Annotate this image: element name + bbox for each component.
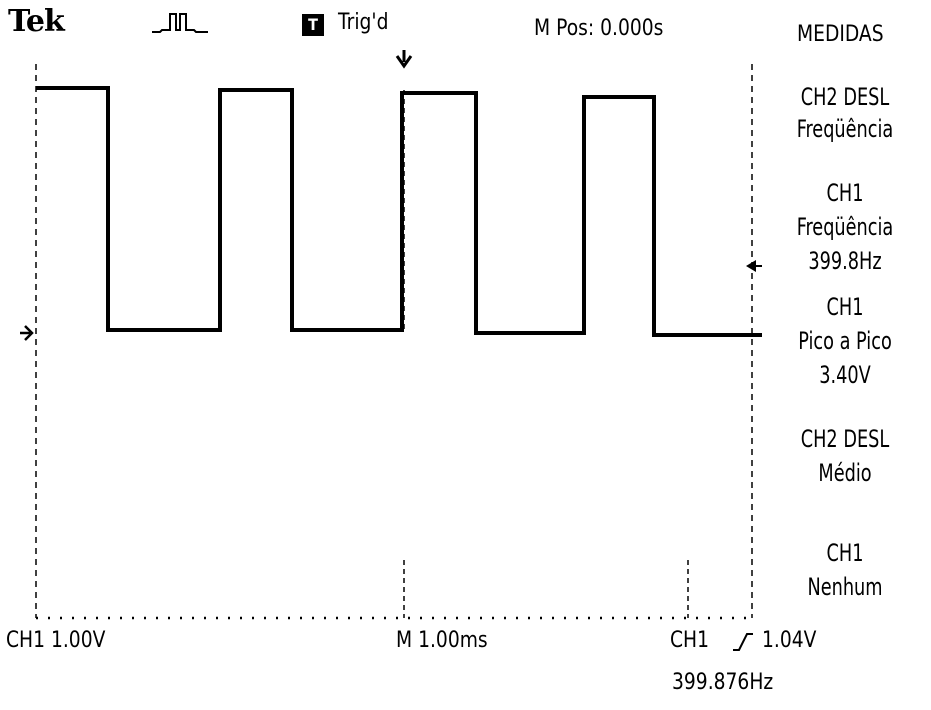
ch1-ground-marker (20, 325, 34, 341)
trigger-level-readout: 1.04V (762, 628, 817, 653)
measure-type: Freqüência (796, 115, 894, 143)
measure-type: Médio (818, 459, 872, 487)
measure-type: Nenhum (807, 573, 883, 601)
measure-source: CH1 (826, 293, 864, 321)
trigger-status: Trig'd (338, 10, 389, 35)
trigger-level-marker (746, 260, 762, 272)
horizontal-position-readout: M Pos: 0.000s (534, 16, 664, 41)
measure-value: 399.8Hz (808, 247, 882, 275)
measure-source: CH1 (826, 539, 864, 567)
measure-source: CH1 (826, 179, 864, 207)
brand-logo: Tek (8, 4, 65, 39)
ch1-waveform-trace (36, 86, 762, 337)
trigger-frequency-readout: 399.876Hz (672, 670, 774, 695)
rising-edge-icon (733, 633, 753, 651)
pulse-waveform-icon (152, 13, 208, 33)
measure-source: CH2 DESL (800, 425, 890, 453)
measure-type: Pico a Pico (798, 327, 892, 355)
measure-menu-title: MEDIDAS (797, 22, 884, 47)
trigger-source: CH1 (670, 628, 710, 653)
trigger-status-badge: T (302, 14, 324, 36)
timebase-readout: M 1.00ms (396, 628, 488, 653)
measure-source: CH2 DESL (800, 83, 890, 111)
measure-value: 3.40V (819, 361, 871, 389)
ch1-volts-per-div: CH1 1.00V (6, 628, 106, 653)
graticule (20, 64, 753, 620)
trigger-position-marker (395, 50, 413, 69)
measure-type: Freqüência (796, 213, 894, 241)
